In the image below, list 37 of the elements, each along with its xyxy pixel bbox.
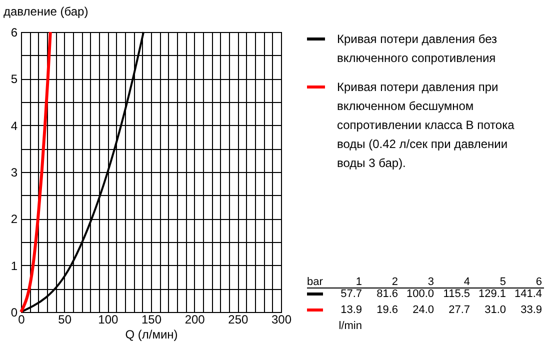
text: 24.0 bbox=[412, 304, 434, 316]
legend-label: Кривая потери давления при включенном бесшумном сопротивлении класса В потока воды (0.42 л/сек при давлении воды 3 бар). bbox=[337, 80, 515, 170]
text: 31.0 bbox=[484, 304, 506, 316]
y-tick-label: 1 bbox=[10, 258, 18, 273]
text: 1 bbox=[356, 276, 362, 288]
text: 100.0 bbox=[406, 288, 434, 300]
text: 57.7 bbox=[340, 288, 362, 300]
text: 115.5 bbox=[443, 288, 470, 300]
text: 13.9 bbox=[340, 304, 362, 316]
y-tick-label: 6 bbox=[10, 26, 18, 40]
text: 6 bbox=[536, 276, 542, 288]
y-tick-label: 2 bbox=[10, 212, 18, 226]
x-tick-label: 200 bbox=[184, 312, 206, 326]
text: 129.1 bbox=[478, 288, 506, 300]
y-axis-title: давление (бар) bbox=[4, 4, 88, 18]
text: 5 bbox=[500, 276, 506, 288]
x-tick-label: 150 bbox=[141, 312, 162, 326]
text: 33.9 bbox=[520, 304, 542, 316]
y-tick-label: 5 bbox=[10, 72, 18, 86]
text: 3 bbox=[428, 276, 434, 288]
y-tick-label: 4 bbox=[10, 118, 18, 133]
text: 4 bbox=[464, 276, 470, 288]
text: 2 bbox=[392, 276, 398, 288]
text: bar bbox=[307, 276, 324, 288]
line-series bbox=[20, 30, 52, 314]
text: 19.6 bbox=[376, 304, 398, 316]
x-tick-label: 100 bbox=[98, 312, 118, 326]
text: 81.6 bbox=[376, 288, 398, 300]
text: 27.7 bbox=[448, 304, 470, 316]
x-tick-label: 50 bbox=[58, 312, 72, 326]
y-tick-label: 3 bbox=[10, 166, 18, 180]
x-tick-label: 250 bbox=[228, 312, 248, 326]
x-axis-title: Q (л/мин) bbox=[125, 328, 178, 342]
text: 141.4 bbox=[514, 288, 542, 300]
text: l/min bbox=[338, 320, 362, 332]
x-tick-label: 300 bbox=[271, 312, 292, 326]
legend-label: Кривая потери давления без включенного сопротивления bbox=[337, 32, 498, 65]
